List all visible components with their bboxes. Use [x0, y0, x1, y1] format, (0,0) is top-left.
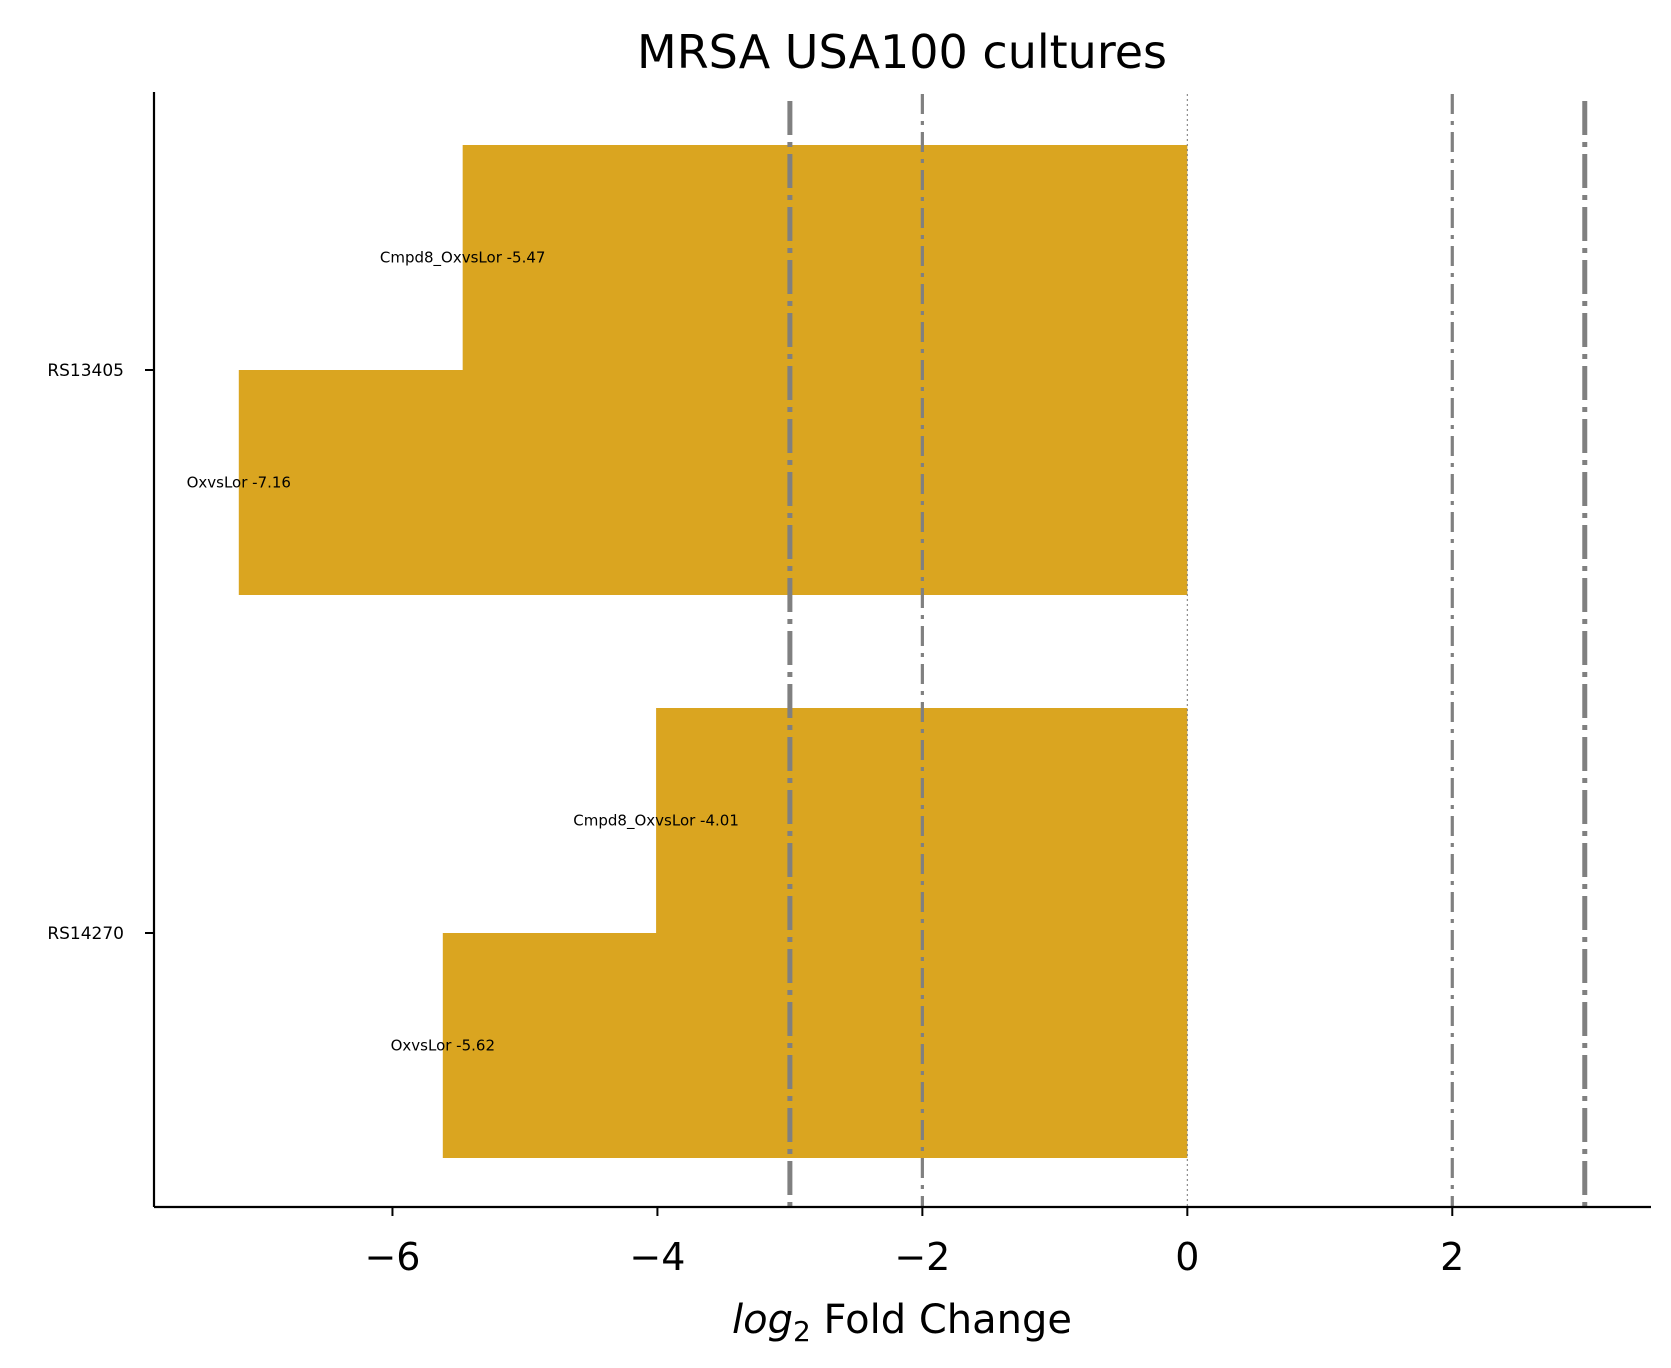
- bar-label-rs13405-oxvslor: OxvsLor -7.16: [187, 474, 291, 492]
- y-tick-label-rs14270: RS14270: [47, 924, 124, 944]
- axes-group: [152, 92, 1651, 1209]
- bar-labels-group: Cmpd8_OxvsLor -5.47 OxvsLor -7.16 Cmpd8_Ox…: [187, 249, 739, 1055]
- x-tick-label: −2: [894, 1235, 950, 1279]
- bar-rs14270-oxvslor: [442, 933, 1188, 1158]
- x-axis-label-subscript: 2: [793, 1315, 811, 1348]
- bar-rs13405-oxvslor: [238, 370, 1188, 595]
- x-ticks-group: −6 −4 −2 0 2: [364, 1207, 1464, 1279]
- x-axis-label: log2 Fold Change: [732, 1297, 1072, 1348]
- bar-rs13405-cmpd8-oxvslor: [462, 145, 1188, 370]
- x-tick-label: 0: [1175, 1235, 1199, 1279]
- y-ticks-group: RS13405 RS14270: [47, 361, 154, 944]
- reference-lines-group: [787, 94, 1588, 1207]
- x-axis-label-log: log: [732, 1297, 793, 1343]
- bar-label-rs13405-cmpd8-oxvslor: Cmpd8_OxvsLor -5.47: [380, 249, 546, 268]
- bars-group: [238, 145, 1188, 1158]
- chart-title: MRSA USA100 cultures: [637, 25, 1167, 79]
- x-axis-label-text: Fold Change: [811, 1297, 1072, 1343]
- x-tick-label: 2: [1440, 1235, 1464, 1279]
- bar-label-rs14270-cmpd8-oxvslor: Cmpd8_OxvsLor -4.01: [573, 812, 739, 831]
- bar-label-rs14270-oxvslor: OxvsLor -5.62: [391, 1037, 495, 1055]
- y-tick-label-rs13405: RS13405: [47, 361, 124, 381]
- x-tick-label: −4: [629, 1235, 685, 1279]
- x-tick-label: −6: [364, 1235, 420, 1279]
